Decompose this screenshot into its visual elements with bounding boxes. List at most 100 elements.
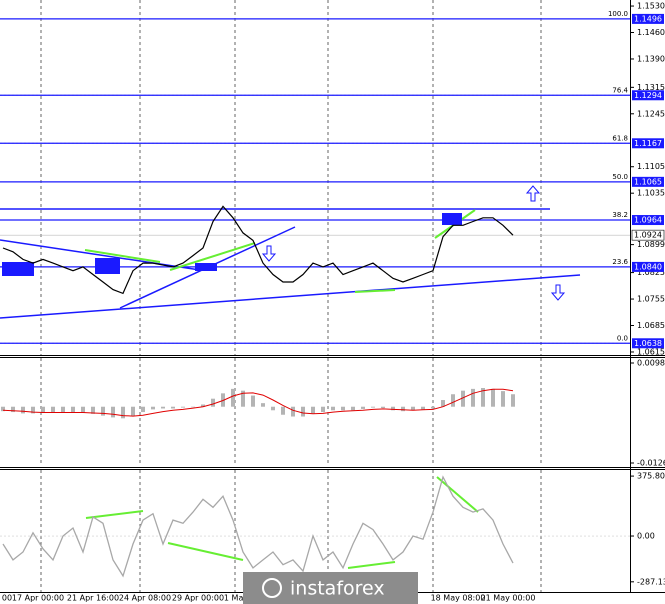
arrow-up bbox=[525, 185, 541, 202]
level-box bbox=[632, 90, 664, 101]
macd-bar bbox=[391, 406, 395, 411]
macd-bar bbox=[381, 406, 385, 409]
y-tick-label: 1.1390 bbox=[637, 54, 665, 63]
macd-signal bbox=[2, 388, 514, 417]
y-tick-label: 1.0899 bbox=[637, 240, 665, 249]
x-tick-label: 00 bbox=[2, 594, 12, 603]
level-label: 1.1496 bbox=[634, 14, 662, 23]
y-tick-label: 1.1035 bbox=[637, 189, 665, 198]
macd-bar bbox=[141, 406, 145, 413]
level-label: 1.0964 bbox=[634, 216, 662, 225]
zone bbox=[442, 213, 462, 225]
macd-bar bbox=[401, 406, 405, 412]
macd-bar bbox=[361, 406, 365, 409]
macd-bar bbox=[461, 390, 465, 407]
y-tick-label: 1.1105 bbox=[637, 162, 665, 171]
macd-bar bbox=[271, 406, 275, 411]
x-tick-label: 1 May bbox=[224, 594, 248, 603]
macd-bar bbox=[51, 406, 55, 413]
y-tick-label: 375.8087 bbox=[637, 472, 665, 481]
macd-bar bbox=[251, 395, 255, 407]
macd-bar bbox=[211, 398, 215, 407]
level-label: 1.0638 bbox=[634, 339, 662, 348]
current-box bbox=[631, 229, 665, 241]
drawings bbox=[0, 185, 581, 569]
macd-bar bbox=[481, 387, 485, 407]
y-tick-label: 1.1315 bbox=[637, 83, 665, 92]
macd-bar bbox=[511, 394, 515, 407]
y-tick-label: 1.1460 bbox=[637, 28, 665, 37]
macd-bar bbox=[281, 406, 285, 415]
macd-bar bbox=[241, 390, 245, 407]
macd-bar bbox=[101, 406, 105, 416]
series bbox=[0, 205, 515, 578]
fibo-label: 76.4 bbox=[612, 86, 628, 94]
y-tick-label: 1.1530 bbox=[637, 2, 665, 11]
macd-bar bbox=[341, 406, 345, 411]
macd-bar bbox=[441, 400, 445, 407]
x-tick-label: 18 May 08:00 bbox=[431, 594, 486, 603]
divergence-line bbox=[169, 242, 256, 271]
x-tick-label: 21 May 00:00 bbox=[481, 594, 536, 603]
macd-bar bbox=[31, 406, 35, 414]
level-box bbox=[632, 261, 664, 272]
fibo-label: 50.0 bbox=[612, 173, 628, 181]
macd-bar bbox=[131, 406, 135, 416]
zone bbox=[95, 258, 120, 274]
macd-bar bbox=[431, 406, 435, 409]
macd-bar bbox=[371, 406, 375, 408]
zone bbox=[2, 262, 34, 276]
macd-bar bbox=[421, 406, 425, 410]
level-box bbox=[632, 215, 664, 226]
macd-bar bbox=[261, 403, 265, 407]
macd-bar bbox=[41, 406, 45, 413]
macd-bar bbox=[121, 406, 125, 419]
macd-bar bbox=[11, 406, 15, 413]
macd-bar bbox=[81, 406, 85, 413]
macd-bar bbox=[311, 406, 315, 414]
y-tick-label: 0.00 bbox=[637, 532, 655, 541]
level-box bbox=[632, 176, 664, 187]
x-tick-label: 29 Apr 00:00 bbox=[172, 594, 224, 603]
fibo-label: 0.0 bbox=[617, 334, 628, 342]
divergence-line bbox=[354, 289, 396, 293]
macd-bar bbox=[0, 406, 5, 412]
divergence-line bbox=[85, 510, 144, 519]
y-tick-label: -287.1354 bbox=[637, 577, 665, 586]
cci-line bbox=[2, 475, 514, 578]
x-tick-label: 21 Apr 16:00 bbox=[67, 594, 119, 603]
divergence-line bbox=[167, 542, 244, 561]
y-tick-label: 1.0685 bbox=[637, 321, 665, 330]
macd-bar bbox=[71, 406, 75, 413]
macd-bar bbox=[291, 406, 295, 417]
macd-bar bbox=[111, 406, 115, 418]
macd-bar bbox=[471, 388, 475, 407]
macd-bar bbox=[321, 406, 325, 413]
fibo-label: 100.0 bbox=[608, 10, 628, 18]
y-tick-label: 1.1245 bbox=[637, 109, 665, 118]
macd-bar bbox=[191, 406, 195, 408]
y-tick-label: -0.01263 bbox=[637, 459, 665, 468]
level-box bbox=[632, 13, 664, 24]
macd-bar bbox=[181, 406, 185, 408]
macd-bar bbox=[151, 406, 155, 410]
trend-line bbox=[0, 274, 581, 319]
y-tick-label: 0.00981 bbox=[637, 358, 665, 367]
macd-bar bbox=[411, 406, 415, 411]
divergence-line bbox=[84, 249, 161, 263]
y-tick-label: 1.0615 bbox=[637, 347, 665, 356]
macd-bar bbox=[301, 406, 305, 417]
macd-bar bbox=[61, 406, 65, 413]
macd-bar bbox=[21, 406, 25, 414]
macd-bar bbox=[171, 406, 175, 409]
divergence-line bbox=[436, 476, 479, 513]
x-tick-label: 24 Apr 08:00 bbox=[119, 594, 171, 603]
level-box bbox=[632, 338, 664, 349]
x-tick-label: 17 Apr 00:00 bbox=[12, 594, 64, 603]
arrow-down bbox=[261, 245, 277, 262]
macd-bar bbox=[491, 388, 495, 407]
fibo-label: 23.6 bbox=[612, 258, 628, 266]
